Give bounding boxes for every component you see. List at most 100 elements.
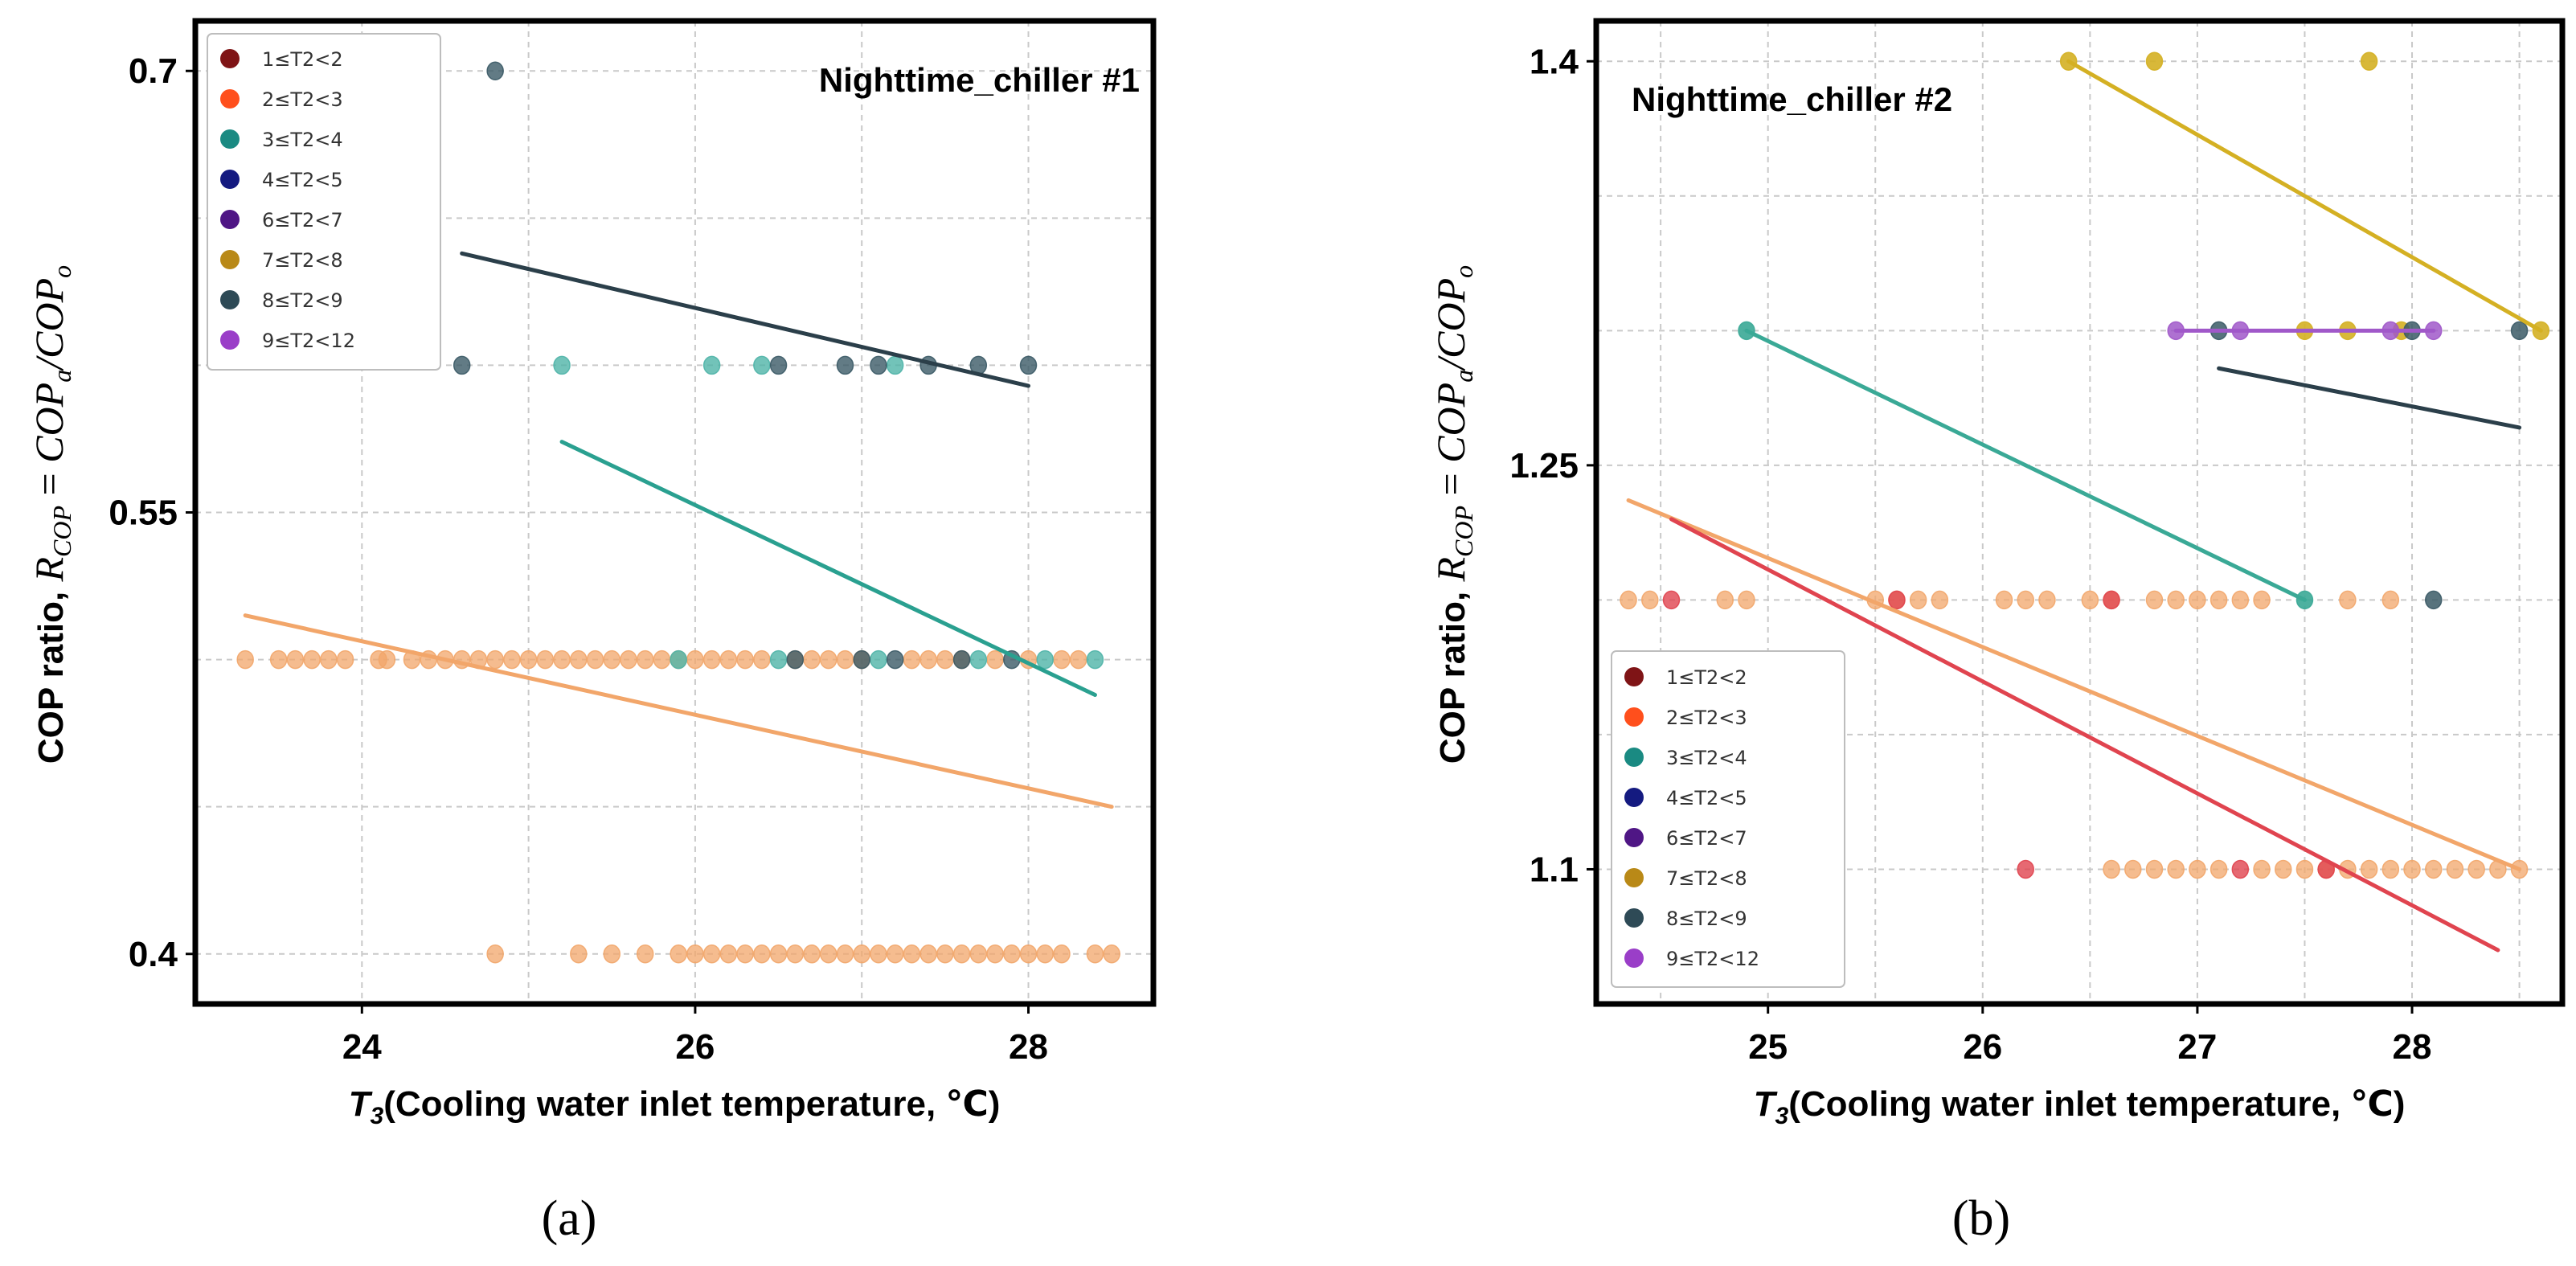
- panel-a-point-s0-15: [519, 649, 538, 670]
- panel-b-ylabel-r-sub: COP: [1449, 506, 1478, 557]
- panel-a-legend-label-7: 9≤T2<12: [262, 330, 355, 352]
- panel-a-point-s1-5: [769, 649, 788, 670]
- panel-b-legend-label-1: 2≤T2<3: [1666, 707, 1747, 729]
- panel-b-chart: 25 26 27 281.11.251.4 Nighttime_chiller #2 …: [1428, 18, 2566, 1246]
- panel-a-legend-marker-2: [220, 129, 240, 149]
- panel-b-point-s0-24: [2167, 859, 2185, 879]
- panel-a-legend-label-0: 1≤T2<2: [262, 48, 343, 71]
- panel-b-point-s0-29: [2295, 859, 2314, 879]
- panel-a-xtick-label-1: 26: [675, 1027, 715, 1067]
- panel-a-point-s0-48: [686, 944, 704, 964]
- panel-b-point-s0-1: [1641, 590, 1659, 610]
- panel-b-point-s0-13: [2145, 590, 2164, 610]
- panel-b-point-s0-18: [2253, 590, 2271, 610]
- panel-a-point-s0-20: [603, 649, 621, 670]
- panel-a-label: (a): [542, 1191, 597, 1246]
- panel-a-point-s0-29: [753, 649, 771, 670]
- panel-a-point-s0-61: [903, 944, 921, 964]
- panel-b-point-s0-8: [1995, 590, 2013, 610]
- panel-a-point-s0-68: [1019, 944, 1038, 964]
- panel-b-point-s0-27: [2253, 859, 2271, 879]
- panel-a-point-s0-70: [1053, 944, 1071, 964]
- panel-b-point-s3-2: [2360, 51, 2378, 72]
- panel-a-legend-label-5: 7≤T2<8: [262, 249, 343, 272]
- panel-a-legend-label-6: 8≤T2<9: [262, 289, 343, 312]
- panel-a-point-s0-22: [636, 649, 654, 670]
- panel-b-ylabel-r: R: [1428, 557, 1473, 583]
- panel-b-legend-marker-2: [1624, 748, 1644, 767]
- panel-b-legend-marker-3: [1624, 788, 1644, 807]
- panel-a-ytick-label-1: 0.55: [109, 494, 178, 533]
- panel-b-ytick-label-1: 1.25: [1509, 446, 1579, 486]
- panel-a-point-s0-54: [786, 944, 805, 964]
- panel-a-point-s0-31: [803, 649, 821, 670]
- panel-b-legend-label-0: 1≤T2<2: [1666, 666, 1747, 689]
- panel-b-ylabel-eq: =: [1428, 463, 1473, 506]
- panel-a-ylabel-slash: /: [27, 355, 72, 372]
- panel-b-fit-line-0: [1626, 498, 2522, 871]
- panel-b-point-s0-35: [2424, 859, 2443, 879]
- panel-b-point-s0-23: [2145, 859, 2164, 879]
- panel-a-point-s0-59: [870, 944, 887, 964]
- panel-b-ytick-label-2: 1.4: [1530, 42, 1579, 81]
- panel-a-point-s1-2: [753, 355, 771, 375]
- panel-a-ylabel-a-sub: a: [47, 370, 76, 383]
- panel-b-point-s0-34: [2403, 859, 2421, 879]
- panel-b-legend-marker-1: [1624, 707, 1644, 727]
- panel-a-point-s2-9: [853, 649, 870, 670]
- panel-a-point-s2-4: [870, 355, 887, 375]
- panel-a-fit-lines: [243, 251, 1114, 809]
- panel-a-point-s0-23: [653, 649, 671, 670]
- panel-b-legend-marker-6: [1624, 908, 1644, 928]
- panel-a-point-s2-1: [453, 355, 471, 375]
- panel-a-ylabel-r-sub: COP: [47, 506, 76, 557]
- panel-a-point-s0-7: [378, 649, 396, 670]
- panel-b-point-s0-25: [2189, 859, 2206, 879]
- panel-a-point-s0-5: [336, 649, 354, 670]
- panel-a-point-s1-9: [1086, 649, 1104, 670]
- panel-a-legend-marker-4: [220, 210, 240, 229]
- panel-a-legend-label-4: 6≤T2<7: [262, 209, 343, 231]
- panel-b-fit-line-5: [2217, 366, 2522, 430]
- panel-a-points: [236, 61, 1120, 964]
- panel-b-x-axis-label: T3(Cooling water inlet temperature, ℃): [1754, 1084, 2406, 1129]
- panel-a-point-s0-64: [952, 944, 971, 964]
- panel-a-point-s0-53: [769, 944, 788, 964]
- panel-a-point-s0-1: [269, 649, 288, 670]
- panel-a-point-s0-19: [586, 649, 604, 670]
- panel-a-ylabel-a: COP: [27, 383, 72, 463]
- panel-b-point-s0-10: [2038, 590, 2056, 610]
- panel-a-point-s0-32: [820, 649, 838, 670]
- panel-b-xtick-label-0: 25: [1748, 1027, 1788, 1067]
- panel-a-xtick-label-2: 28: [1009, 1027, 1048, 1067]
- panel-a-fit-line-0: [243, 613, 1114, 809]
- panel-a-point-s0-43: [486, 944, 504, 964]
- panel-a-point-s0-45: [603, 944, 621, 964]
- panel-a-point-s0-2: [286, 649, 305, 670]
- panel-b-legend-box: [1611, 650, 1845, 988]
- panel-b-y-axis-label: COP ratio, RCOP = COPa/COPo: [1428, 265, 1478, 764]
- panel-b-ylabel-b: COP: [1428, 278, 1473, 358]
- panel-a-tick-labels: 24 26 28 0.4 0.55 0.7: [109, 51, 1048, 1067]
- panel-a-point-s0-25: [686, 649, 704, 670]
- panel-a-point-s0-13: [486, 649, 504, 670]
- panel-a-point-s2-10: [886, 649, 904, 670]
- panel-b-ylabel-slash: /: [1428, 355, 1473, 372]
- panel-a-point-s0-55: [803, 944, 821, 964]
- panel-b-fit-line-2: [1744, 328, 2307, 602]
- panel-b-point-s0-37: [2467, 859, 2485, 879]
- panel-a-point-s0-41: [1053, 649, 1071, 670]
- panel-a-chart: 24 26 28 0.4 0.55 0.7 Nighttime_chiller #1 1≤…: [27, 18, 1157, 1246]
- panel-b-legend-marker-4: [1624, 828, 1644, 847]
- panel-a-point-s2-3: [836, 355, 854, 375]
- panel-b-fit-line-1: [1669, 517, 2500, 953]
- panel-a-ylabel-b: COP: [27, 278, 72, 358]
- panel-a-legend-marker-6: [220, 290, 240, 309]
- panel-a-point-s0-50: [719, 944, 738, 964]
- panel-a-point-s0-3: [303, 649, 321, 670]
- panel-a-point-s0-60: [886, 944, 904, 964]
- panel-a-xlabel-rest: (Cooling water inlet temperature, ℃): [383, 1084, 1000, 1124]
- panel-a-xlabel-sub: 3: [371, 1103, 384, 1129]
- panel-b-legend-marker-0: [1624, 667, 1644, 686]
